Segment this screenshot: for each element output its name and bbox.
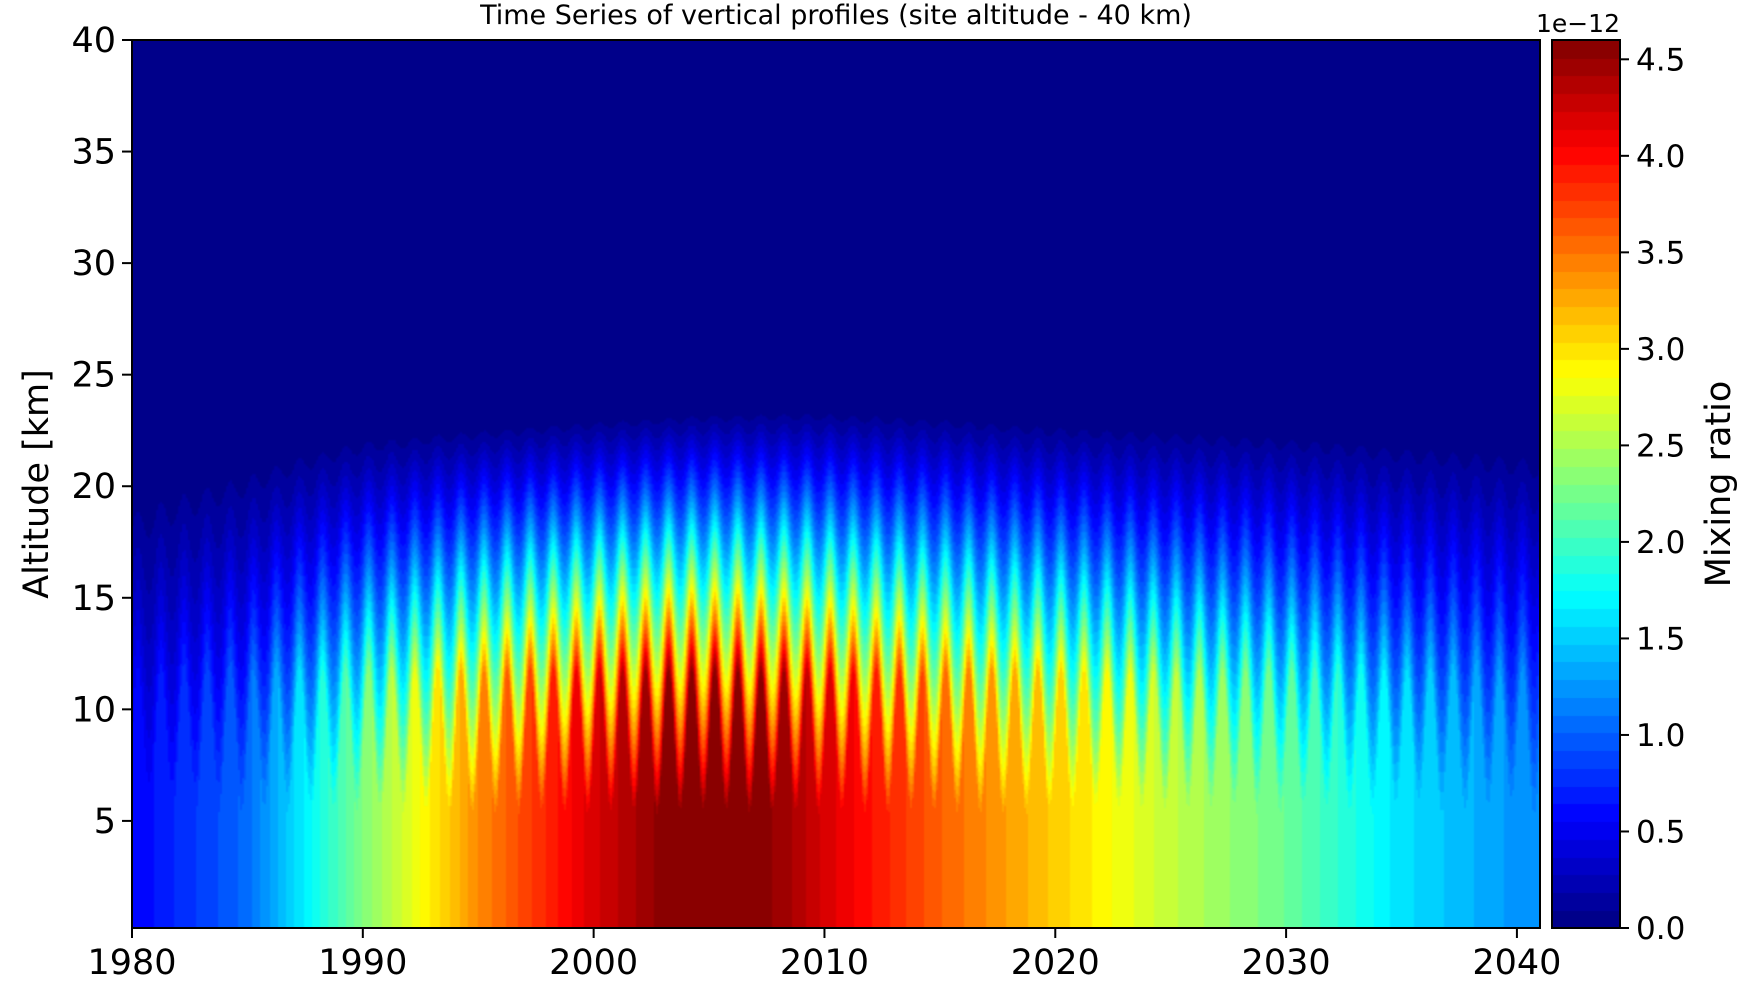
colorbar-tick-label: 1.5 [1636, 621, 1685, 657]
colorbar: 0.0 0.5 1.0 1.5 2.0 2.5 3.0 3.5 4.0 4.5 1e−12 Mix… [1536, 9, 1739, 947]
y-tick-label: 35 [71, 133, 116, 173]
y-tick-label: 25 [71, 356, 116, 396]
colorbar-tick-label: 3.0 [1636, 332, 1685, 368]
x-tick-label: 1980 [87, 943, 176, 982]
y-tick-label: 30 [71, 244, 116, 284]
x-tick-label: 2010 [780, 943, 869, 982]
heatmap-image [132, 40, 1540, 928]
y-tick-label: 20 [71, 467, 116, 507]
colorbar-ticks: 0.0 0.5 1.0 1.5 2.0 2.5 3.0 3.5 4.0 4.5 [1620, 42, 1685, 947]
colorbar-tick-label: 4.5 [1636, 42, 1685, 78]
x-tick-label: 2000 [549, 943, 638, 982]
colorbar-label: Mixing ratio [1699, 381, 1739, 588]
plot-area [131, 39, 1541, 929]
plot-frame [131, 39, 1541, 929]
x-tick-label: 1990 [318, 943, 407, 982]
x-tick-label: 2020 [1011, 943, 1100, 982]
colorbar-tick-label: 0.5 [1636, 814, 1685, 850]
colorbar-image [1552, 40, 1620, 928]
colorbar-offset-text: 1e−12 [1536, 9, 1620, 38]
colorbar-tick-label: 2.5 [1636, 428, 1685, 464]
y-axis-label: Altitude [km] [17, 369, 57, 599]
colorbar-tick-label: 3.5 [1636, 235, 1685, 271]
colorbar-tick-label: 0.0 [1636, 911, 1685, 947]
x-axis: 1980 1990 2000 2010 2020 2030 2040 [87, 928, 1561, 982]
colorbar-tick-label: 1.0 [1636, 718, 1685, 754]
colorbar-frame [1551, 39, 1621, 929]
colorbar-tick-label: 2.0 [1636, 525, 1685, 561]
y-tick-label: 15 [71, 579, 116, 619]
y-tick-label: 5 [94, 802, 116, 842]
x-tick-label: 2040 [1472, 943, 1561, 982]
y-tick-label: 10 [71, 690, 116, 730]
colorbar-tick-label: 4.0 [1636, 139, 1685, 175]
x-tick-label: 2030 [1242, 943, 1331, 982]
chart-title: Time Series of vertical profiles (site a… [479, 0, 1192, 31]
y-tick-label: 40 [71, 21, 116, 61]
y-axis: 5 10 15 20 25 30 35 40 [71, 21, 132, 842]
